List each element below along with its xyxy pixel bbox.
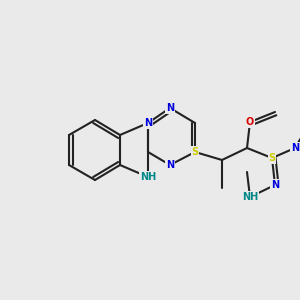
Text: S: S	[268, 153, 276, 163]
Text: N: N	[166, 103, 174, 113]
Text: N: N	[291, 143, 299, 153]
Text: NH: NH	[140, 172, 156, 182]
Text: NH: NH	[242, 192, 258, 202]
Text: N: N	[271, 180, 279, 190]
Text: N: N	[166, 160, 174, 170]
Text: N: N	[144, 118, 152, 128]
Text: O: O	[246, 117, 254, 127]
Text: S: S	[191, 147, 199, 157]
